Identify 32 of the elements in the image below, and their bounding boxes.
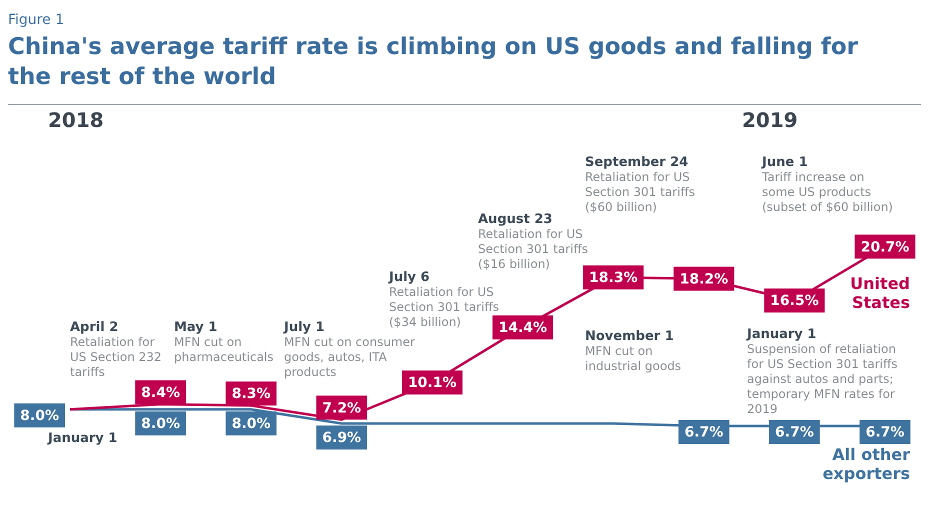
- data-label: 20.7%: [860, 239, 910, 256]
- data-label: 18.3%: [589, 270, 638, 286]
- data-label: 7.2%: [322, 400, 362, 416]
- text: January 1 Suspension of retaliation for US Section 301 tariffs against autos and parts; temporary MFN rates for: [747, 327, 898, 401]
- data-label: 18.2%: [680, 271, 728, 288]
- data-label: 8.0%: [141, 416, 180, 432]
- legend-label: All other exporters: [822, 445, 910, 483]
- data-label: 14.4%: [498, 320, 548, 336]
- text: June 1 Tariff increase on some US products (subset of $60 billion): [761, 155, 893, 214]
- data-label: 6.7%: [866, 424, 904, 441]
- annotation: May 1 MFN cut on pharmaceuticals: [174, 320, 274, 364]
- annotation: November 1 MFN cut on industrial goods: [585, 329, 682, 373]
- annotation: April 2 Retaliation for US Section 232 tariffs: [70, 320, 162, 379]
- data-label: 8.4%: [141, 384, 180, 401]
- annotation: August 23 Retaliation for US Section 301 tariffs ($16 billion): [478, 212, 588, 271]
- data-label: 8.0%: [232, 416, 271, 432]
- text: September 24 Retaliation for US Section 301 tariffs ($60 billion): [585, 155, 695, 214]
- data-label: 16.5%: [770, 293, 819, 310]
- data-label: 10.1%: [408, 375, 457, 392]
- legend-label: United States: [850, 274, 910, 312]
- data-label: 8.3%: [232, 386, 271, 402]
- data-label: 6.7%: [775, 424, 814, 441]
- chart-title: China's average tariff rate is climbing on US goods and falling for the rest of the world: [8, 33, 860, 92]
- text: January 1: [47, 431, 118, 446]
- text: 2018: [48, 108, 104, 132]
- annotation: 2019: [747, 402, 778, 416]
- chart-subtitle: Figure 1: [8, 12, 66, 28]
- annotation: July 6 Retaliation for US Section 301 tariffs ($34 billion): [388, 270, 499, 329]
- data-label: 6.7%: [684, 424, 724, 441]
- text: 2019: [742, 108, 798, 132]
- data-label: 6.9%: [322, 430, 362, 446]
- data-label: 8.0%: [20, 408, 59, 424]
